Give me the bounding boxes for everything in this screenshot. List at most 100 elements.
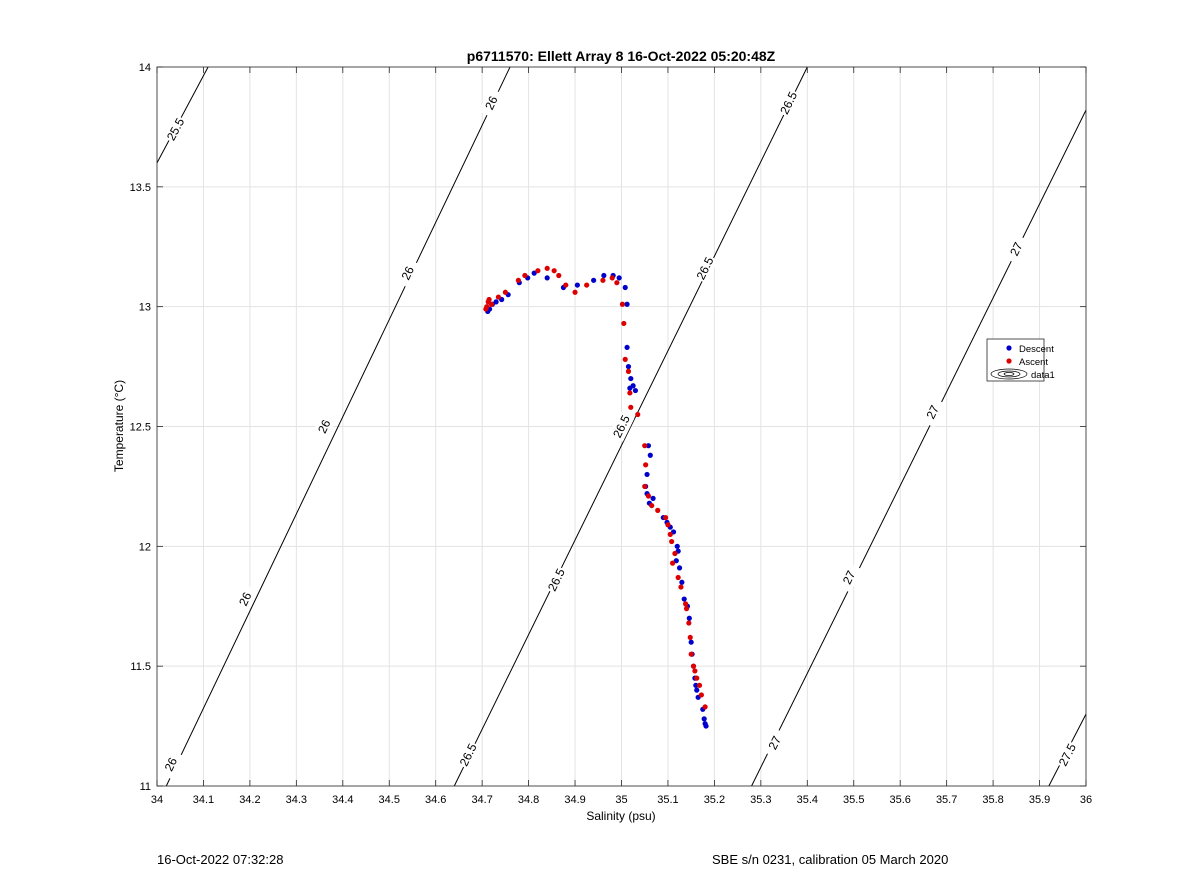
legend-label: data1: [1031, 370, 1055, 381]
ascent-point: [622, 356, 628, 362]
ascent-point: [625, 368, 632, 374]
ascent-point: [619, 301, 626, 307]
isopycnal-label-bg: [1054, 739, 1081, 771]
x-tick-label: 34.5: [379, 794, 400, 806]
descent-point: [686, 615, 692, 621]
descent-point: [531, 270, 537, 276]
isopycnal-label: 27: [923, 403, 942, 421]
x-tick-label: 34.3: [286, 794, 307, 806]
descent-point: [622, 284, 628, 291]
x-tick-label: 34.1: [193, 794, 214, 806]
x-tick-label: 35.7: [936, 794, 957, 806]
ascent-point: [683, 601, 689, 607]
isopycnal-label-bg: [232, 583, 259, 615]
descent-point: [694, 687, 700, 693]
isopycnal-label-bg: [761, 727, 788, 759]
descent-point: [701, 716, 707, 722]
chart-title: p6711570: Ellett Array 8 16-Oct-2022 05:…: [467, 48, 776, 64]
y-tick-label: 13.5: [130, 182, 151, 194]
isopycnal-label: 27: [1007, 240, 1026, 258]
legend-marker-descent: [1006, 345, 1012, 351]
ascent-point: [600, 277, 606, 283]
descent-point: [645, 443, 652, 449]
descent-point: [703, 723, 709, 729]
ascent-point: [627, 390, 633, 396]
descent-point: [624, 301, 630, 307]
y-tick-label: 12.5: [130, 422, 151, 434]
data-points: [483, 265, 709, 729]
x-axis-label: Salinity (psu): [586, 809, 655, 823]
ascent-point: [655, 507, 661, 513]
series-ascent: [483, 265, 708, 710]
ascent-point: [686, 620, 692, 626]
footer-instrument-info: SBE s/n 0231, calibration 05 March 2020: [712, 852, 949, 867]
ascent-point: [484, 304, 490, 310]
isopycnal-label-bg: [395, 257, 421, 289]
ascent-point: [687, 634, 693, 641]
ascent-point: [672, 550, 678, 557]
ascent-point: [572, 289, 578, 295]
ascent-point: [628, 404, 634, 410]
isopycnal-line: [751, 109, 1087, 787]
isopycnal-label: 26: [399, 264, 418, 282]
y-tick-label: 14: [139, 62, 151, 74]
x-tick-label: 34.8: [518, 794, 539, 806]
descent-point: [574, 282, 580, 288]
isopycnal-label-bg: [608, 411, 635, 442]
ascent-point: [696, 682, 703, 688]
ascent-point: [694, 675, 700, 681]
isopycnal-label: 26: [482, 94, 501, 112]
ascent-point: [688, 651, 694, 657]
ascent-point: [535, 268, 541, 274]
ascent-point: [702, 704, 708, 710]
ascent-point: [488, 301, 495, 307]
isopycnal-label: 27: [840, 568, 859, 586]
legend: Descent Ascent data1: [986, 338, 1055, 382]
descent-point: [674, 543, 680, 549]
descent-point: [493, 299, 499, 305]
x-tick-label: 35.2: [704, 794, 725, 806]
isopycnal-label-bg: [775, 87, 802, 119]
ascent-point: [614, 280, 620, 286]
descent-point: [644, 471, 650, 478]
isopycnal-label-bg: [162, 114, 189, 145]
x-tick-label: 35.8: [982, 794, 1003, 806]
ascent-point: [698, 692, 704, 698]
x-tick-label: 35.3: [750, 794, 771, 806]
ascent-point: [675, 574, 681, 581]
descent-point: [681, 596, 687, 602]
footer-timestamp: 16-Oct-2022 07:32:28: [157, 852, 284, 867]
isopycnal-label-bg: [1003, 233, 1030, 265]
isopycnal-label: 27: [766, 733, 785, 751]
descent-point: [625, 363, 632, 370]
descent-point: [591, 277, 597, 283]
ascent-point: [690, 663, 697, 669]
series-descent: [485, 270, 709, 729]
x-tick-label: 34.4: [332, 794, 353, 806]
y-tick-label: 12: [139, 541, 151, 553]
ascent-point: [609, 275, 615, 281]
ascent-point: [635, 411, 641, 418]
isopycnal-label-bg: [311, 411, 338, 442]
x-tick-label: 36: [1080, 794, 1092, 806]
isopycnal-label-bg: [919, 396, 946, 428]
legend-marker-contour-icon: [990, 368, 1028, 380]
x-tick-label: 35.1: [657, 794, 678, 806]
ascent-point: [669, 538, 675, 545]
x-tick-label: 35.9: [1029, 794, 1050, 806]
x-tick-label: 35.5: [843, 794, 864, 806]
ascent-point: [642, 443, 648, 449]
descent-point: [647, 452, 653, 458]
ascent-point: [663, 514, 669, 521]
y-tick-label: 11: [140, 781, 151, 793]
ascent-point: [692, 668, 698, 674]
descent-point: [632, 387, 639, 394]
isopycnal-label-bg: [543, 564, 570, 596]
ascent-point: [551, 268, 557, 274]
descent-point: [544, 275, 550, 281]
isopycnal-label: 26: [236, 590, 255, 608]
ascent-point: [544, 265, 550, 271]
x-tick-label: 34.7: [471, 794, 492, 806]
isopycnal-label: 26: [162, 755, 181, 773]
descent-point: [693, 682, 699, 688]
